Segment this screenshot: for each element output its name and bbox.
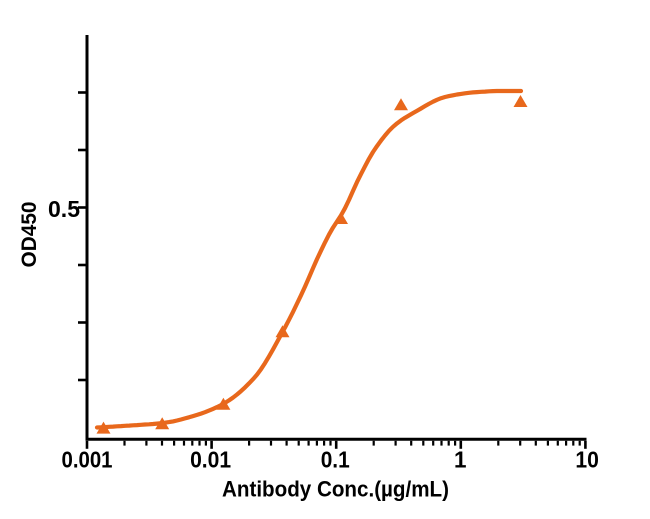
svg-text:0.01: 0.01 — [190, 447, 231, 473]
svg-text:Antibody Conc.(µg/mL): Antibody Conc.(µg/mL) — [222, 477, 449, 502]
svg-text:OD450: OD450 — [18, 202, 41, 268]
svg-text:1: 1 — [454, 447, 467, 473]
svg-text:10: 10 — [575, 447, 599, 473]
svg-text:0.1: 0.1 — [321, 447, 350, 473]
svg-text:0.5: 0.5 — [48, 196, 80, 222]
svg-text:0.001: 0.001 — [62, 447, 113, 473]
